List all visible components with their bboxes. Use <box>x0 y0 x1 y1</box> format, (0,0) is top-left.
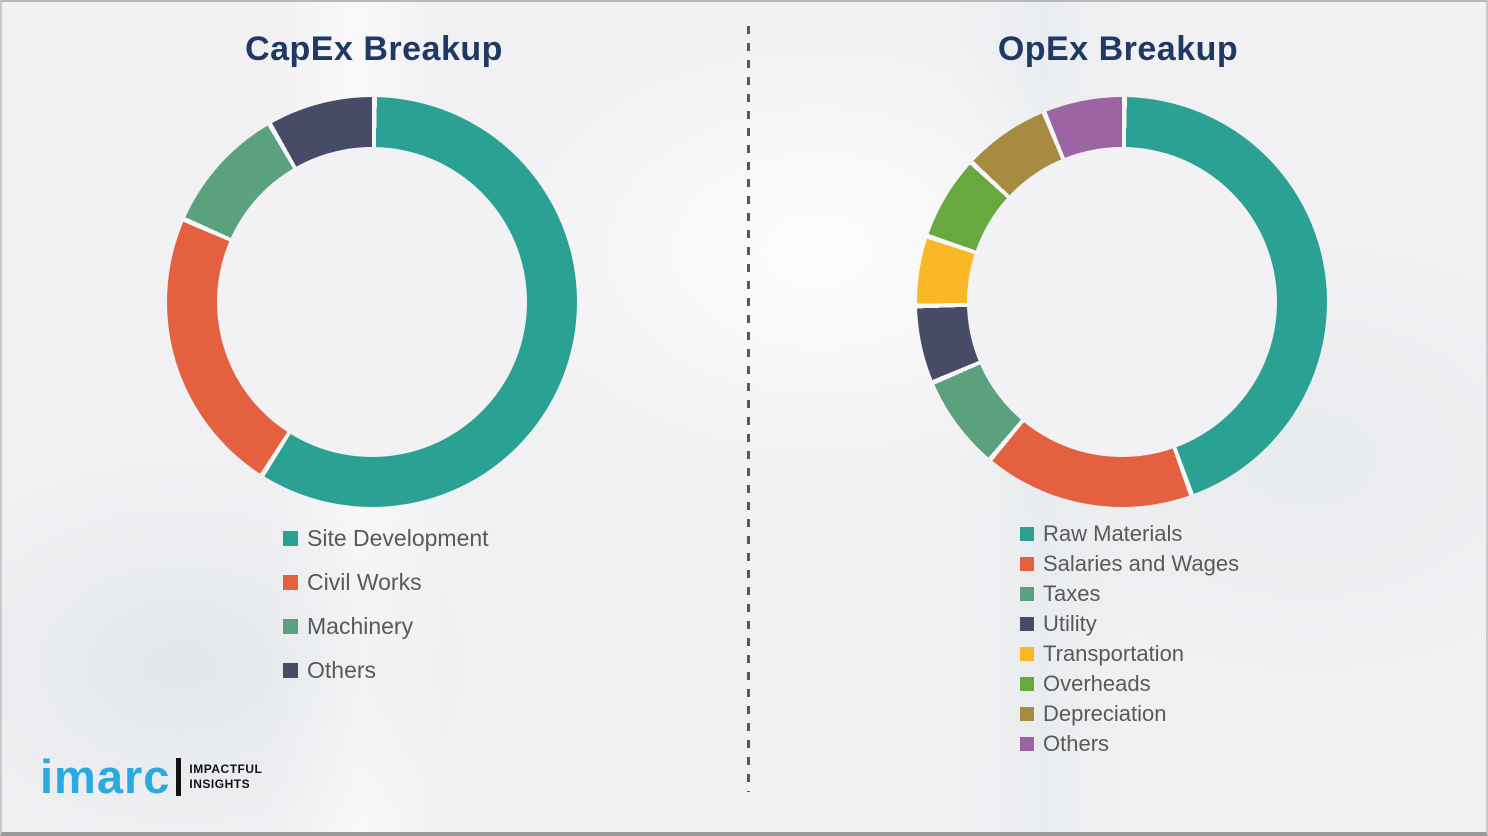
legend-item: Others <box>283 648 489 692</box>
legend-item: Overheads <box>1020 669 1239 699</box>
legend-label: Transportation <box>1043 641 1185 666</box>
legend-item: Civil Works <box>283 560 489 604</box>
legend-swatch-transportation <box>1020 647 1034 661</box>
legend-label: Civil Works <box>307 568 422 595</box>
legend-item: Site Development <box>283 516 489 560</box>
legend-label: Overheads <box>1043 671 1151 696</box>
capex-donut-hole <box>217 147 527 457</box>
legend-label: Raw Materials <box>1043 521 1183 546</box>
legend-label: Others <box>307 656 377 683</box>
legend-item: Utility <box>1020 609 1239 639</box>
dashed-divider <box>747 26 750 792</box>
legend-swatch-raw-materials <box>1020 527 1034 541</box>
legend-label: Taxes <box>1043 581 1101 606</box>
legend-item: Taxes <box>1020 579 1239 609</box>
legend-label: Others <box>1043 731 1110 756</box>
legend-label: Site Development <box>307 524 489 551</box>
imarc-wordmark: imarc <box>40 750 171 803</box>
legend-item: Depreciation <box>1020 699 1239 729</box>
legend-swatch-site-development <box>283 530 298 546</box>
legend-item: Salaries and Wages <box>1020 549 1239 579</box>
opex-legend: Raw Materials Salaries and Wages Taxes U… <box>1020 519 1239 759</box>
legend-item: Others <box>1020 729 1239 759</box>
capex-title: CapEx Breakup <box>245 30 503 68</box>
capex-legend: Site Development Civil Works Machinery O… <box>283 516 489 692</box>
capex-donut-chart <box>167 97 577 507</box>
legend-item: Machinery <box>283 604 489 648</box>
legend-label: Utility <box>1043 611 1097 636</box>
legend-item: Transportation <box>1020 639 1239 669</box>
legend-label: Salaries and Wages <box>1043 551 1240 576</box>
legend-swatch-overheads <box>1020 677 1034 691</box>
opex-donut-chart <box>917 97 1327 507</box>
legend-swatch-civil-works <box>283 574 298 590</box>
logo-divider-bar <box>176 757 182 796</box>
capex-panel: CapEx Breakup Site Development Civil Wor… <box>2 2 746 832</box>
opex-panel: OpEx Breakup Raw Materials Salaries and … <box>746 2 1486 832</box>
legend-swatch-others <box>1020 737 1034 751</box>
legend-swatch-salaries-and-wages <box>1020 557 1034 571</box>
opex-donut-hole <box>967 147 1277 457</box>
legend-item: Raw Materials <box>1020 519 1239 549</box>
legend-label: Machinery <box>307 612 414 639</box>
imarc-logo: imarc IMPACTFUL INSIGHTS <box>40 753 262 800</box>
legend-label: Depreciation <box>1043 701 1167 726</box>
legend-swatch-depreciation <box>1020 707 1034 721</box>
legend-swatch-others <box>283 662 298 678</box>
legend-swatch-utility <box>1020 617 1034 631</box>
legend-swatch-taxes <box>1020 587 1034 601</box>
opex-title: OpEx Breakup <box>997 30 1239 68</box>
logo-tagline: IMPACTFUL INSIGHTS <box>189 761 263 791</box>
legend-swatch-machinery <box>283 618 298 634</box>
